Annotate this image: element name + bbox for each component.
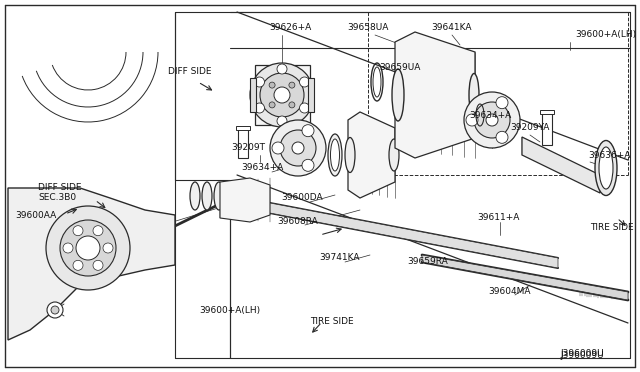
Text: 39611+A: 39611+A	[477, 214, 519, 222]
Text: SEC.3B0: SEC.3B0	[38, 193, 76, 202]
Circle shape	[269, 102, 275, 108]
Circle shape	[464, 92, 520, 148]
Ellipse shape	[392, 69, 404, 121]
Text: 39636+A: 39636+A	[588, 151, 630, 160]
Circle shape	[289, 102, 295, 108]
Polygon shape	[395, 32, 475, 158]
Text: 39600AA: 39600AA	[15, 212, 56, 221]
Polygon shape	[220, 178, 270, 222]
Ellipse shape	[599, 147, 613, 189]
Circle shape	[289, 82, 295, 88]
Polygon shape	[238, 128, 248, 158]
Circle shape	[255, 103, 264, 113]
Text: 39600+A(LH): 39600+A(LH)	[200, 305, 260, 314]
Text: 39741KA: 39741KA	[320, 253, 360, 263]
Polygon shape	[8, 188, 175, 340]
Text: 39600DA: 39600DA	[281, 193, 323, 202]
Ellipse shape	[595, 141, 617, 196]
Text: DIFF SIDE: DIFF SIDE	[38, 183, 81, 192]
Polygon shape	[236, 126, 250, 130]
Text: 39209T: 39209T	[231, 144, 265, 153]
Text: 39634+A: 39634+A	[469, 110, 511, 119]
Ellipse shape	[214, 182, 224, 210]
Circle shape	[73, 260, 83, 270]
Text: 39209YA: 39209YA	[510, 124, 550, 132]
Polygon shape	[250, 78, 256, 112]
Circle shape	[292, 142, 304, 154]
Ellipse shape	[330, 139, 339, 171]
Circle shape	[93, 226, 103, 236]
Ellipse shape	[328, 134, 342, 176]
Circle shape	[46, 206, 130, 290]
Text: TIRE SIDE: TIRE SIDE	[310, 317, 354, 327]
Polygon shape	[422, 255, 628, 300]
Ellipse shape	[202, 182, 212, 210]
Text: 39659UA: 39659UA	[380, 64, 420, 73]
Text: 39658UA: 39658UA	[348, 23, 388, 32]
Text: J396009U: J396009U	[560, 349, 604, 358]
Polygon shape	[308, 78, 314, 112]
Circle shape	[270, 120, 326, 176]
Circle shape	[280, 130, 316, 166]
Text: 39608RA: 39608RA	[278, 218, 318, 227]
Circle shape	[250, 63, 314, 127]
Circle shape	[466, 114, 478, 126]
Circle shape	[269, 82, 275, 88]
Text: 39626+A: 39626+A	[269, 23, 311, 32]
Polygon shape	[228, 195, 558, 268]
Circle shape	[272, 142, 284, 154]
Circle shape	[474, 102, 510, 138]
Circle shape	[103, 243, 113, 253]
Circle shape	[302, 159, 314, 171]
Text: 39659RA: 39659RA	[408, 257, 449, 266]
Text: 39604MA: 39604MA	[489, 288, 531, 296]
Circle shape	[73, 226, 83, 236]
Polygon shape	[522, 137, 600, 193]
Circle shape	[496, 131, 508, 143]
Circle shape	[486, 114, 498, 126]
Ellipse shape	[345, 138, 355, 173]
Ellipse shape	[190, 182, 200, 210]
Circle shape	[274, 87, 290, 103]
Circle shape	[300, 103, 310, 113]
Text: TIRE SIDE: TIRE SIDE	[590, 224, 634, 232]
Circle shape	[302, 125, 314, 137]
Circle shape	[300, 77, 310, 87]
Ellipse shape	[389, 139, 399, 171]
Circle shape	[93, 260, 103, 270]
Circle shape	[51, 306, 59, 314]
Circle shape	[277, 64, 287, 74]
Text: DIFF SIDE: DIFF SIDE	[168, 67, 211, 77]
Text: 39641KA: 39641KA	[432, 23, 472, 32]
Polygon shape	[540, 110, 554, 114]
Text: J396009U: J396009U	[560, 352, 604, 360]
Text: 39600+A(LH): 39600+A(LH)	[575, 31, 636, 39]
Circle shape	[255, 77, 264, 87]
Polygon shape	[255, 65, 310, 125]
Circle shape	[496, 97, 508, 109]
Circle shape	[60, 220, 116, 276]
Circle shape	[260, 73, 304, 117]
Circle shape	[47, 302, 63, 318]
Polygon shape	[348, 112, 395, 198]
Polygon shape	[542, 112, 552, 145]
Ellipse shape	[469, 74, 479, 116]
Text: 39634+A: 39634+A	[241, 164, 283, 173]
Circle shape	[63, 243, 73, 253]
Circle shape	[277, 116, 287, 126]
Circle shape	[76, 236, 100, 260]
